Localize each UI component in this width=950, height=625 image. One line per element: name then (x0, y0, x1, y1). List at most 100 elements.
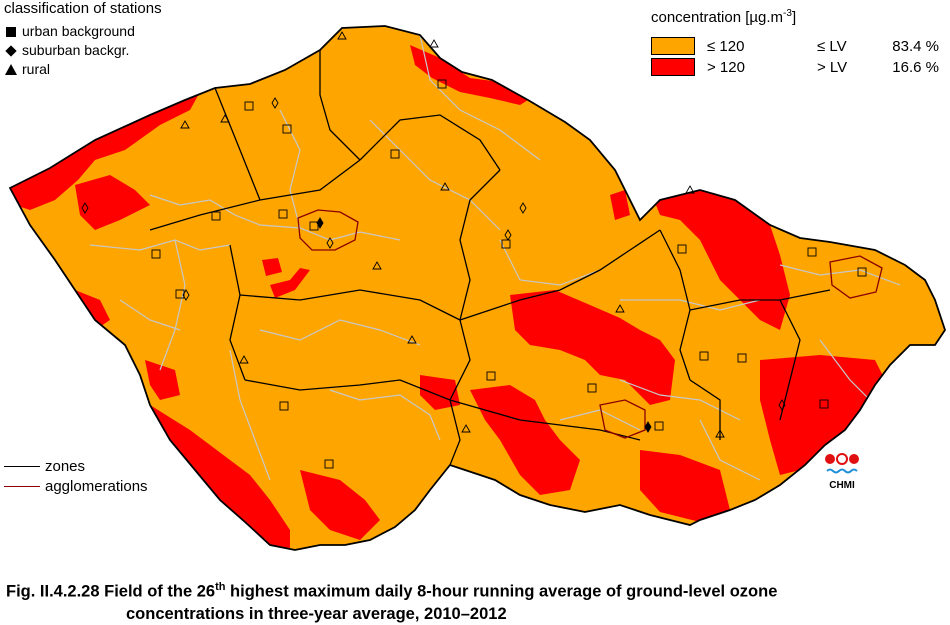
station-suburban (316, 217, 324, 229)
legend-row-above-lv: > 120 > LV 16.6 % (651, 57, 939, 77)
zone-borders (149, 50, 831, 466)
district-borders (89, 34, 901, 481)
station-urban (501, 239, 511, 249)
station-rural (407, 335, 417, 344)
legend-urban-background: urban background (4, 22, 135, 41)
station-suburban (504, 229, 512, 241)
station-urban (677, 244, 687, 254)
exceedance-south-moravia (640, 450, 730, 522)
exceedance-centre-strip (270, 268, 310, 298)
country-area-below-lv (10, 26, 945, 550)
concentration-title-end: ] (791, 9, 797, 26)
exceedance-north-east-patch (610, 190, 630, 220)
orange-swatch (651, 37, 695, 55)
station-suburban (519, 202, 527, 214)
station-rural (180, 120, 190, 129)
agglomeration-praha (297, 209, 359, 251)
station-urban (486, 371, 496, 381)
caption-prefix: Fig. II.4.2.28 Field of the 26 (6, 582, 216, 601)
station-rural (440, 182, 450, 191)
zone-line-icon (4, 465, 40, 467)
agglomeration-ostrava (829, 255, 883, 299)
station-urban (151, 249, 161, 259)
station-urban (857, 267, 867, 277)
exceedance-west (75, 290, 110, 330)
legend-label: urban background (22, 23, 135, 39)
exceedance-southwest-border (150, 405, 290, 548)
station-urban (244, 101, 254, 111)
station-rural (615, 304, 625, 313)
caption-rest: highest maximum daily 8-hour running ave… (225, 582, 778, 601)
logo-text: CHMI (829, 480, 855, 491)
station-urban (282, 124, 292, 134)
station-rural (715, 429, 725, 438)
station-urban (309, 221, 319, 231)
stations-legend-title: classification of stations (4, 0, 162, 17)
station-urban (587, 383, 597, 393)
exceedance-north (410, 45, 528, 105)
legend-threshold: > 120 (707, 58, 745, 76)
legend-zones: zones (4, 456, 148, 476)
red-swatch (651, 58, 695, 76)
stations-legend: urban background suburban backgr. rural (4, 22, 135, 79)
exceedance-centre-patch (262, 258, 282, 276)
caption-line-1: Fig. II.4.2.28 Field of the 26th highest… (6, 576, 777, 603)
exceedance-northwest (10, 92, 200, 210)
station-markers (81, 31, 867, 469)
station-urban (737, 353, 747, 363)
station-urban (819, 399, 829, 409)
station-suburban (182, 289, 190, 301)
legend-rural: rural (4, 60, 135, 79)
station-rural (372, 261, 382, 270)
station-urban (390, 149, 400, 159)
exceedance-south-central (470, 385, 580, 495)
exceedance-areas (10, 45, 885, 548)
station-urban (279, 401, 289, 411)
caption-superscript: th (215, 581, 226, 593)
exceedance-sumava (300, 470, 380, 540)
station-rural (429, 39, 439, 48)
legend-label: zones (45, 457, 86, 475)
exceedance-southwest-patch (145, 360, 180, 400)
legend-agglomerations: agglomerations (4, 476, 148, 496)
triangle-icon (4, 64, 17, 75)
legend-threshold: ≤ 120 (707, 37, 745, 55)
station-suburban (271, 97, 279, 109)
legend-label: suburban backgr. (22, 42, 130, 58)
chmi-logo: CHMI (825, 453, 859, 491)
legend-label: agglomerations (45, 477, 148, 495)
station-suburban (778, 399, 786, 411)
station-urban (699, 351, 709, 361)
concentration-title-text: concentration [µg.m (651, 9, 784, 26)
legend-percent: 16.6 % (892, 58, 939, 76)
square-icon (4, 26, 17, 37)
station-rural (461, 424, 471, 433)
station-rural (685, 185, 695, 194)
figure-caption: Fig. II.4.2.28 Field of the 26th highest… (6, 576, 777, 625)
station-rural (337, 31, 347, 40)
station-rural (220, 114, 230, 123)
agglomeration-borders (297, 209, 883, 439)
exceedance-northwest-inland (75, 175, 150, 230)
exceedance-vysocina (510, 290, 675, 405)
station-suburban (326, 237, 334, 249)
station-urban (654, 421, 664, 431)
station-rural (239, 355, 249, 364)
exceedance-southeast (760, 355, 885, 475)
station-suburban (81, 202, 89, 214)
legend-limit-value: > LV (817, 58, 848, 76)
boundary-legend: zones agglomerations (4, 456, 148, 496)
concentration-title-exponent: -3 (783, 8, 792, 19)
station-urban (807, 247, 817, 257)
station-suburban (644, 421, 652, 433)
diamond-icon (4, 44, 17, 57)
ozone-map (8, 25, 946, 551)
legend-row-below-lv: ≤ 120 ≤ LV 83.4 % (651, 36, 939, 56)
exceedance-east (650, 188, 790, 330)
country-outline (8, 25, 946, 551)
agglomeration-brno (599, 399, 646, 439)
agglomeration-line-icon (4, 485, 40, 487)
station-urban (211, 211, 221, 221)
legend-limit-value: ≤ LV (817, 37, 847, 55)
station-urban (278, 209, 288, 219)
